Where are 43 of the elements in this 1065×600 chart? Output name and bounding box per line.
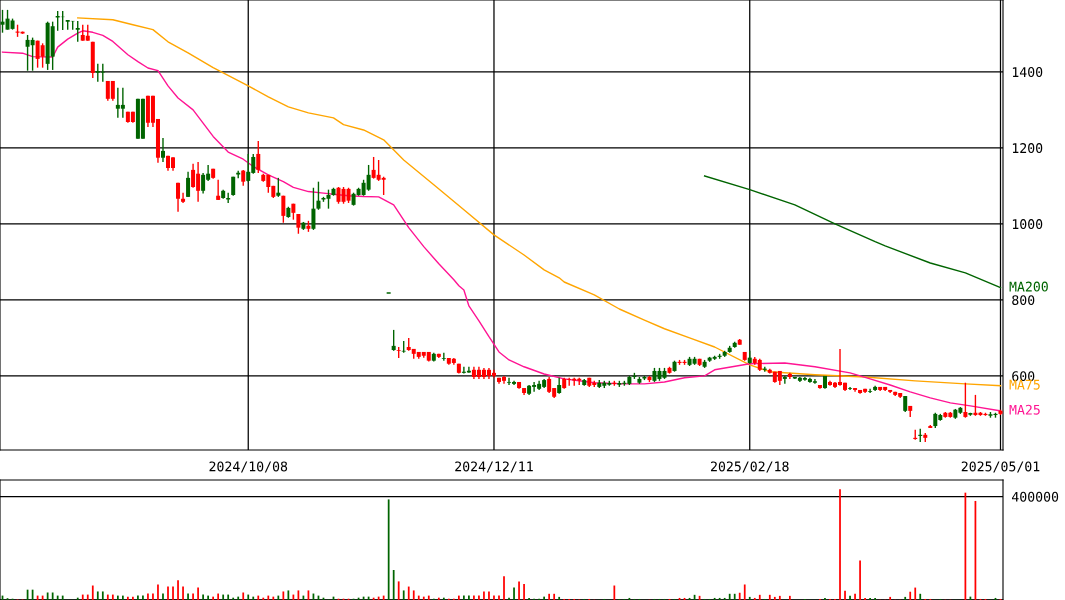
candlestick — [963, 382, 968, 419]
candlestick — [40, 42, 45, 69]
candlestick — [100, 63, 105, 83]
candlestick — [256, 140, 261, 174]
candlestick — [216, 179, 221, 201]
y-tick-label: 1200 — [1012, 143, 1043, 154]
y-tick-label: 1000 — [1012, 219, 1043, 230]
candlestick — [391, 329, 396, 352]
candlestick — [30, 36, 35, 72]
y-tick-label: 400000 — [1011, 491, 1059, 502]
candlestick — [491, 369, 496, 379]
candlestick — [276, 177, 281, 198]
y-tick-label: 600 — [1012, 371, 1035, 382]
candlestick — [186, 171, 191, 198]
series-label: MA75 — [1009, 379, 1040, 390]
candlestick — [191, 163, 196, 189]
candlestick — [281, 195, 286, 224]
candlestick — [120, 87, 125, 119]
y-tick-label: 1400 — [1012, 67, 1043, 78]
x-tick-label: 2024/10/08 — [209, 461, 288, 473]
x-tick-label: 2025/05/01 — [961, 461, 1040, 473]
series-label: MA200 — [1009, 281, 1048, 292]
candlestick — [782, 375, 787, 385]
x-tick-label: 2024/12/11 — [455, 461, 533, 473]
candlestick — [181, 191, 186, 204]
candlestick — [848, 386, 853, 391]
candlestick — [507, 377, 512, 386]
line-series — [77, 17, 1002, 387]
y-tick-label: 800 — [1012, 295, 1035, 306]
candlestick — [366, 164, 371, 192]
candlestick — [316, 180, 321, 211]
series-label: MA25 — [1009, 404, 1040, 415]
candlestick — [201, 172, 206, 195]
candlestick — [868, 388, 873, 394]
candlestick — [176, 182, 181, 213]
x-tick-label: 2025/02/18 — [711, 461, 789, 473]
candlestick — [441, 352, 446, 362]
candlestick — [160, 137, 165, 163]
line-series — [703, 175, 1002, 289]
line-series — [1, 30, 1002, 412]
candlestick — [246, 153, 251, 183]
candlestick — [311, 187, 316, 231]
candlestick — [381, 176, 386, 196]
